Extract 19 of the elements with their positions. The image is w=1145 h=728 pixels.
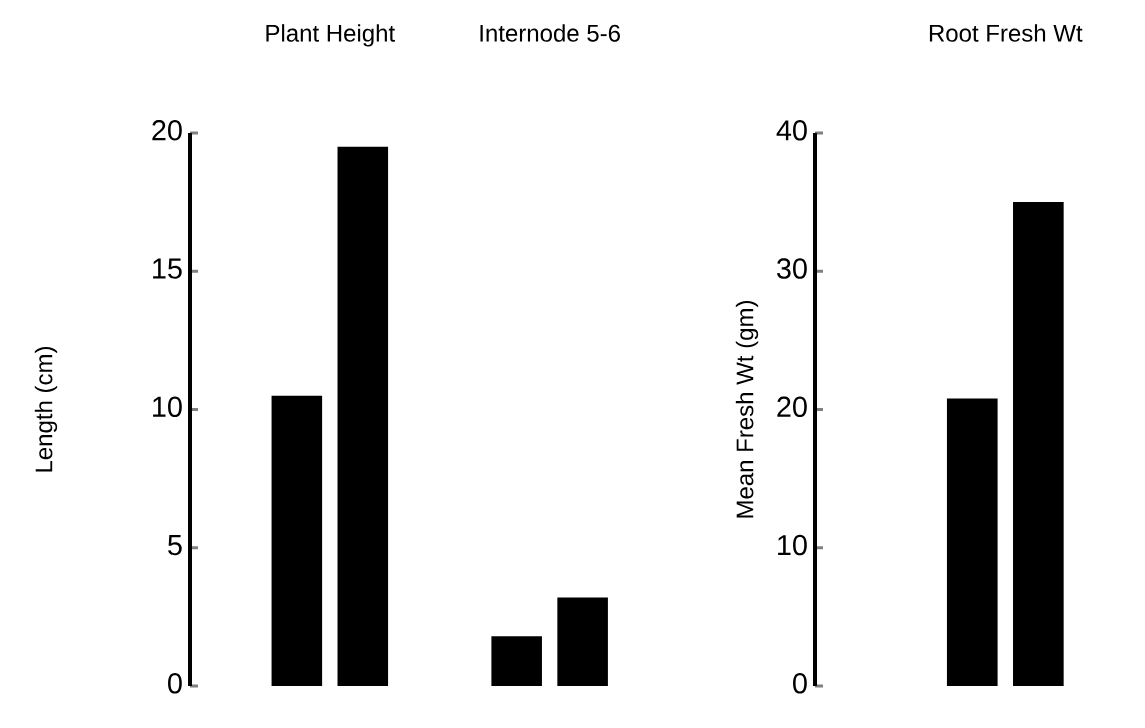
y-tick-label: 10 — [153, 396, 182, 417]
y-tick-label: 0 — [168, 673, 182, 694]
y-tick-label: 5 — [168, 535, 182, 556]
x-tick-label: Internode 5-6 — [480, 24, 620, 42]
y-tick-label: 15 — [153, 258, 182, 279]
y-tick-label: 30 — [777, 258, 807, 279]
y-tick-label: 20 — [777, 396, 807, 417]
y-tick-label: 40 — [776, 120, 807, 141]
y-tick-label: 10 — [778, 534, 807, 556]
y-tick-label: 0 — [793, 673, 807, 694]
x-tick-label: Root Fresh Wt — [929, 24, 1083, 42]
bar — [557, 597, 608, 686]
y-axis-title: Length (cm) — [34, 347, 58, 472]
bar — [491, 636, 542, 686]
bar — [337, 146, 389, 686]
x-tick-label: Plant Height — [266, 24, 395, 47]
bar — [271, 395, 323, 686]
y-axis-title: Mean Fresh Wt (gm) — [735, 301, 759, 518]
y-tick-label: 20 — [152, 120, 182, 141]
